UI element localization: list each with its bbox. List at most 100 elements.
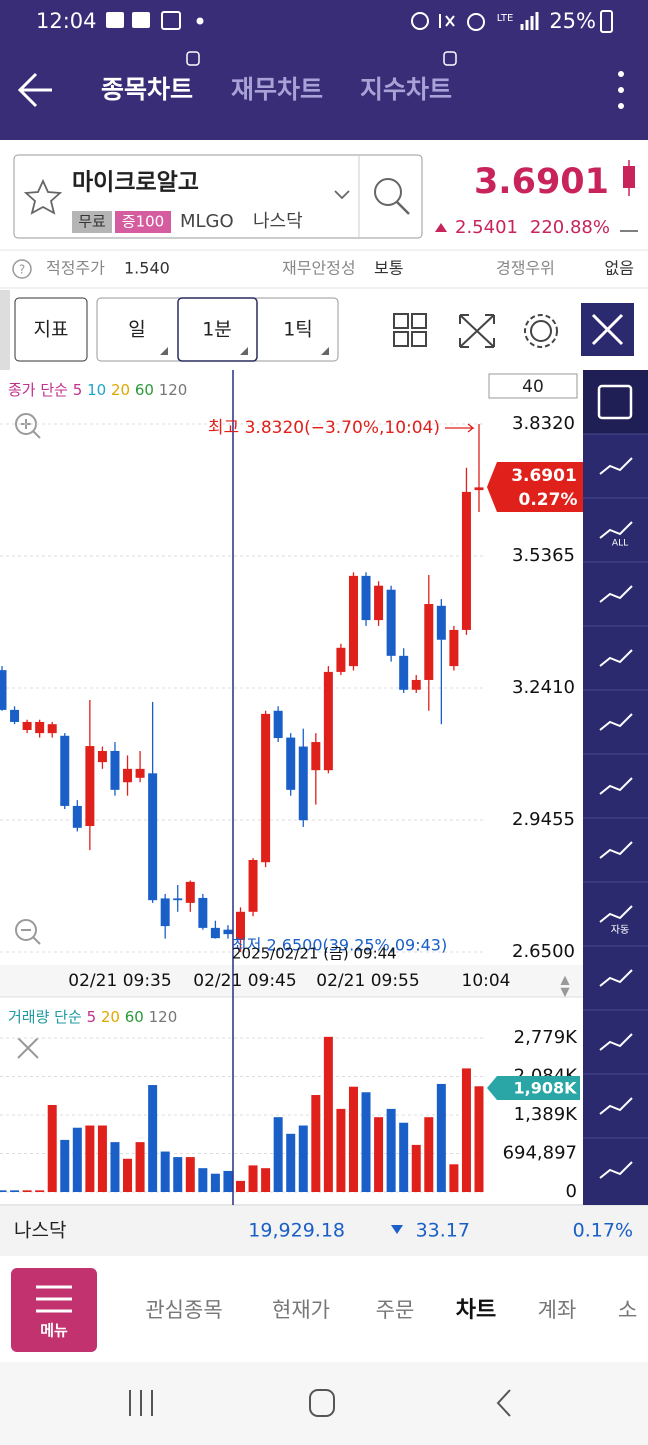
tab[interactable]: 재무차트 bbox=[231, 75, 323, 104]
favorite-star[interactable] bbox=[23, 178, 63, 215]
line-shape bbox=[396, 201, 410, 215]
volume-bar bbox=[47, 1104, 57, 1192]
nav-item-active[interactable]: 차트 bbox=[456, 1298, 496, 1323]
circle-shape bbox=[196, 17, 204, 25]
badge-bg bbox=[115, 211, 171, 233]
info-label: 적정주가 bbox=[46, 259, 105, 278]
sidebar-icon[interactable] bbox=[599, 1161, 633, 1179]
status-time: 12:04 bbox=[36, 9, 97, 33]
save-icon[interactable] bbox=[597, 384, 633, 420]
sidebar-icon[interactable] bbox=[599, 457, 633, 475]
candle-body bbox=[348, 575, 358, 667]
circle-shape bbox=[467, 13, 485, 31]
zoom-out[interactable] bbox=[15, 919, 41, 945]
back[interactable] bbox=[496, 1389, 511, 1417]
candle-body bbox=[323, 671, 333, 771]
current-price: 3.6901 bbox=[511, 466, 577, 486]
volume-bar bbox=[236, 1180, 245, 1192]
legend-item: 120 bbox=[159, 381, 188, 399]
system-nav bbox=[0, 1362, 648, 1445]
change: 2.5401 bbox=[455, 217, 518, 238]
sidebar-icon[interactable] bbox=[599, 713, 633, 731]
close-volume[interactable] bbox=[17, 1037, 39, 1059]
candle-body bbox=[22, 721, 32, 730]
nav-item[interactable]: 계좌 bbox=[538, 1298, 577, 1322]
path-shape bbox=[520, 12, 539, 30]
volume-bar bbox=[22, 1190, 32, 1192]
info-value: 1.540 bbox=[124, 259, 170, 278]
candle-body bbox=[47, 724, 57, 734]
volume-bar bbox=[85, 1125, 95, 1192]
rect-shape bbox=[132, 12, 150, 28]
candle-body bbox=[198, 897, 208, 928]
home[interactable] bbox=[309, 1389, 335, 1417]
volume-bar bbox=[261, 1168, 271, 1192]
sidebar-icon[interactable] bbox=[599, 905, 633, 923]
text-shape: ▲ bbox=[560, 973, 570, 987]
tab[interactable]: 지수차트 bbox=[360, 75, 452, 104]
period[interactable]: 일 bbox=[128, 319, 145, 341]
fullscreen-icon[interactable] bbox=[459, 314, 495, 348]
sidebar-icon[interactable] bbox=[599, 1097, 633, 1115]
price: 3.6901 bbox=[474, 162, 609, 202]
sidebar-icon[interactable] bbox=[599, 777, 633, 795]
y-tick-label: 3.5365 bbox=[512, 545, 575, 566]
g-shape bbox=[583, 433, 648, 1179]
candle-body bbox=[185, 881, 195, 903]
volume-bar bbox=[436, 1083, 446, 1192]
search-icon[interactable] bbox=[374, 178, 402, 206]
period-selected[interactable] bbox=[177, 297, 258, 362]
tab-active[interactable]: 종목차트 bbox=[101, 75, 193, 104]
x-label: 02/21 09:35 bbox=[68, 971, 171, 991]
volume-bar bbox=[386, 1108, 396, 1192]
indicator-button[interactable] bbox=[14, 297, 88, 362]
volume-bar bbox=[0, 1190, 7, 1192]
volume-bar bbox=[298, 1125, 308, 1192]
current-pct: 0.27% bbox=[519, 490, 578, 510]
sidebar-icon[interactable] bbox=[599, 841, 633, 859]
volume-bar bbox=[411, 1144, 421, 1192]
candle-body bbox=[311, 742, 321, 771]
count-box[interactable] bbox=[488, 373, 578, 399]
sidebar-icon[interactable] bbox=[599, 969, 633, 987]
change-pct: 220.88% bbox=[530, 217, 610, 238]
rect-shape bbox=[0, 965, 583, 997]
candle-body bbox=[286, 737, 296, 790]
rect-shape bbox=[583, 370, 648, 434]
candle-body bbox=[261, 713, 271, 863]
period[interactable]: 1분 bbox=[202, 319, 232, 341]
rect-shape bbox=[0, 290, 10, 370]
volume-bar bbox=[361, 1092, 371, 1192]
nav-item[interactable]: 주문 bbox=[376, 1298, 415, 1322]
candle-body bbox=[223, 929, 233, 935]
rect-shape bbox=[623, 166, 635, 188]
y-tick-label: 3.8320 bbox=[512, 413, 575, 434]
sidebar-icon[interactable] bbox=[599, 585, 633, 603]
candle-body bbox=[123, 768, 133, 783]
info-value: 보통 bbox=[374, 259, 403, 278]
settings-icon[interactable] bbox=[530, 320, 552, 342]
volume-bar bbox=[286, 1133, 296, 1192]
badge-bg bbox=[72, 211, 112, 233]
sidebar-icon[interactable] bbox=[599, 1033, 633, 1051]
layout-icon[interactable] bbox=[393, 313, 427, 347]
nav-item[interactable]: 관심종목 bbox=[145, 1298, 222, 1322]
index-value: 19,929.18 bbox=[248, 1220, 345, 1242]
sidebar-icon[interactable] bbox=[599, 649, 633, 667]
path-shape bbox=[21, 929, 41, 945]
legend-item: 120 bbox=[149, 1008, 178, 1026]
legend-item: 5 bbox=[73, 381, 83, 399]
candle-body bbox=[173, 898, 183, 901]
period[interactable]: 1틱 bbox=[283, 319, 313, 341]
nav-item[interactable]: 현재가 bbox=[272, 1298, 330, 1322]
x-label: 10:04 bbox=[462, 971, 511, 991]
recent-apps[interactable] bbox=[129, 1390, 153, 1416]
text-shape: ? bbox=[19, 263, 25, 277]
volume-bar bbox=[35, 1190, 45, 1192]
sidebar-icon[interactable] bbox=[599, 521, 633, 539]
nav-item[interactable]: 소 bbox=[618, 1298, 637, 1322]
volume-bar bbox=[336, 1108, 346, 1192]
high-label: 최고 3.8320(−3.70%,10:04) bbox=[208, 418, 440, 438]
back-button[interactable] bbox=[17, 72, 52, 108]
